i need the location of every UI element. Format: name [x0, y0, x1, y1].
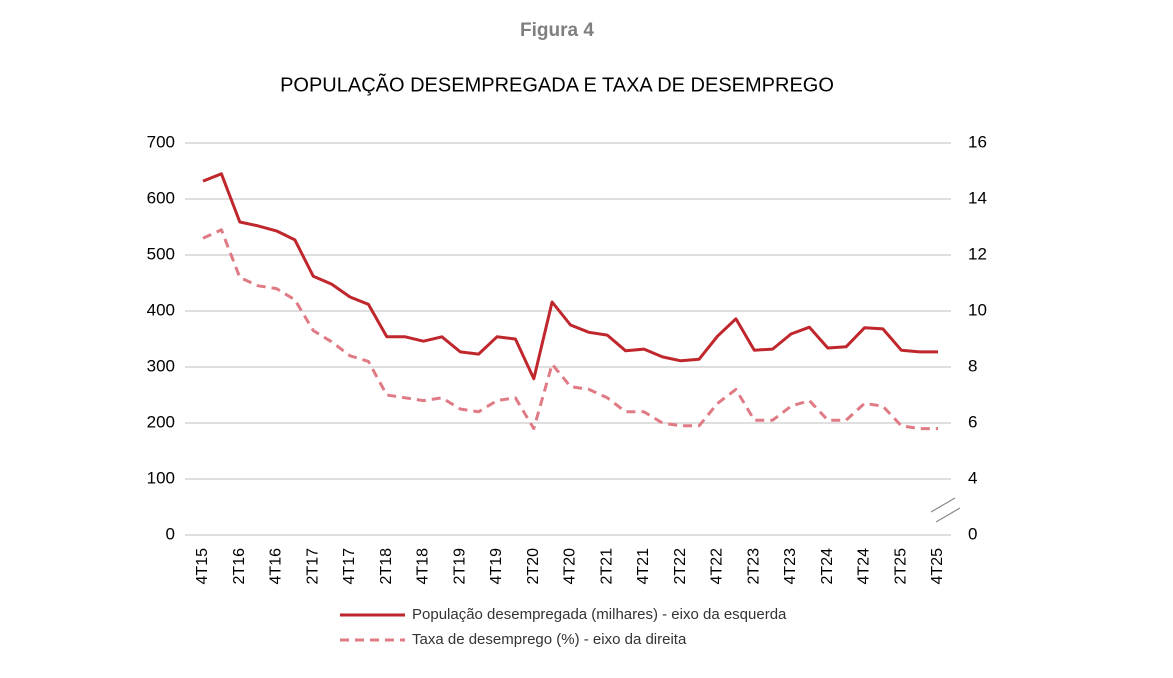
axis-break — [935, 507, 961, 523]
x-tick-label: 4T25 — [929, 548, 946, 585]
x-tick-label: 4T24 — [856, 548, 873, 585]
y2-tick-label: 8 — [968, 356, 977, 375]
axis-break — [930, 497, 956, 513]
x-tick-label: 2T19 — [451, 548, 468, 585]
y-tick-label: 700 — [147, 132, 175, 151]
y-tick-label: 400 — [147, 300, 175, 319]
x-tick-label: 2T18 — [378, 548, 395, 585]
legend-label: Taxa de desemprego (%) - eixo da direita — [412, 631, 687, 648]
y-tick-label: 0 — [166, 524, 175, 543]
y-tick-label: 200 — [147, 412, 175, 431]
x-tick-label: 4T16 — [268, 548, 285, 585]
x-tick-label: 4T18 — [415, 548, 432, 585]
series-line — [202, 228, 938, 431]
x-tick-label: 2T20 — [525, 548, 542, 585]
y2-tick-label: 14 — [968, 188, 987, 207]
y2-tick-label: 0 — [968, 524, 977, 543]
x-tick-label: 4T19 — [488, 548, 505, 585]
x-tick-label: 2T24 — [819, 548, 836, 585]
y2-tick-label: 6 — [968, 412, 977, 431]
x-tick-label: 4T15 — [194, 548, 211, 585]
y2-tick-label: 10 — [968, 300, 987, 319]
y2-tick-label: 4 — [968, 468, 977, 487]
supertitle: Figura 4 — [520, 20, 594, 41]
x-tick-label: 2T17 — [304, 548, 321, 585]
x-tick-label: 4T23 — [782, 548, 799, 585]
x-tick-label: 2T16 — [231, 548, 248, 585]
y-tick-label: 300 — [147, 356, 175, 375]
x-tick-label: 4T21 — [635, 548, 652, 585]
x-tick-label: 2T25 — [892, 548, 909, 585]
y2-tick-label: 16 — [968, 132, 987, 151]
series-line — [202, 172, 938, 381]
legend-label: População desempregada (milhares) - eixo… — [412, 606, 787, 623]
x-tick-label: 4T22 — [709, 548, 726, 585]
x-tick-label: 4T20 — [562, 548, 579, 585]
x-tick-label: 2T21 — [598, 548, 615, 585]
x-tick-label: 2T22 — [672, 548, 689, 585]
x-tick-label: 2T23 — [745, 548, 762, 585]
y2-tick-label: 12 — [968, 244, 987, 263]
y-tick-label: 100 — [147, 468, 175, 487]
chart-title: POPULAÇÃO DESEMPREGADA E TAXA DE DESEMPR… — [280, 72, 834, 96]
x-tick-label: 4T17 — [341, 548, 358, 585]
y-tick-label: 500 — [147, 244, 175, 263]
y-tick-label: 600 — [147, 188, 175, 207]
